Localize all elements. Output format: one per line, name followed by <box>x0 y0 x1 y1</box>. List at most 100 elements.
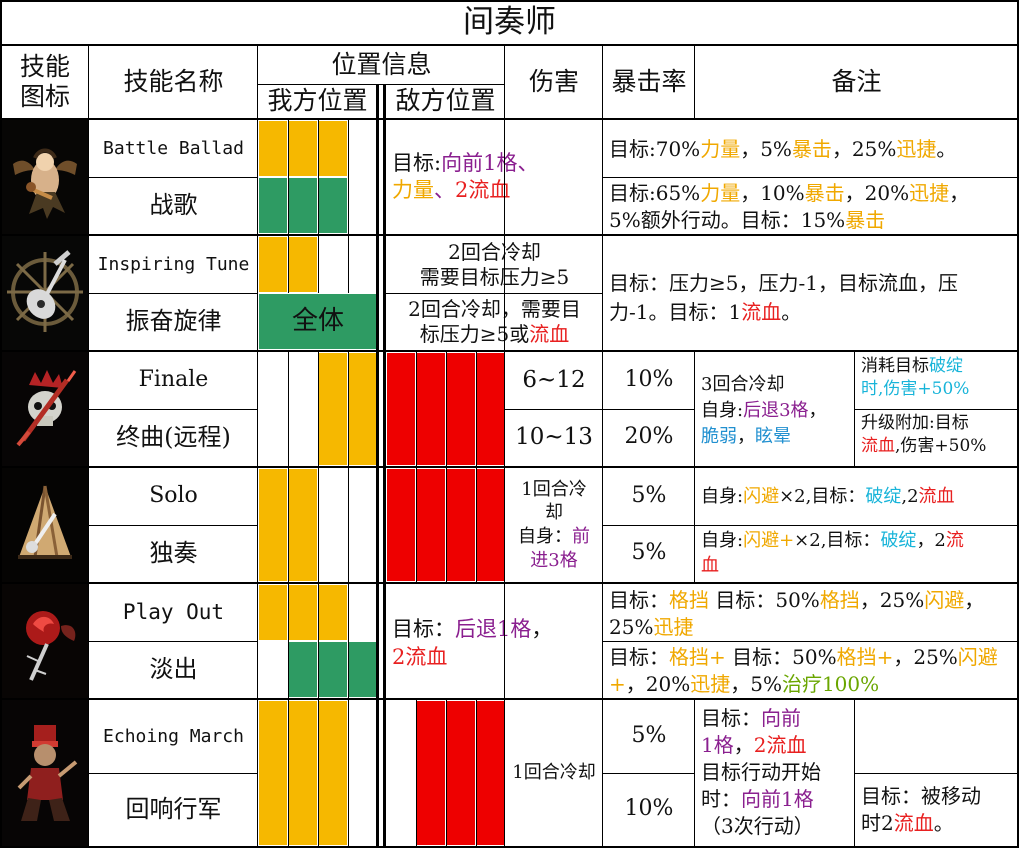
target-line: 力量、2流血 <box>392 177 510 204</box>
table-border <box>0 0 2 848</box>
enemy-slot <box>477 353 504 465</box>
text: 25% <box>609 615 654 639</box>
echoing-note-main: 目标：向前 1格，2流血 目标行动开始 时：向前1格 （3次行动） <box>695 700 855 846</box>
table-border <box>476 468 477 582</box>
text: ，25% <box>859 588 925 612</box>
text: 格挡+ <box>669 645 726 669</box>
text: 暴击 <box>791 136 832 161</box>
ally-slot <box>289 642 317 697</box>
play-out-target: 目标：后退1格， 2流血 <box>386 584 603 698</box>
text: 1回合冷 <box>521 478 587 500</box>
solo-crit: 5% <box>631 540 667 566</box>
finale-damage: 6~12 <box>522 366 586 393</box>
text: 进3格 <box>530 549 578 571</box>
enemy-slot <box>477 701 504 845</box>
table-border <box>602 120 603 234</box>
table-border <box>476 352 477 466</box>
text: 消耗目标 <box>861 356 929 376</box>
text: ,2 <box>901 485 919 507</box>
text: ， <box>737 426 755 448</box>
text: ， <box>949 181 970 205</box>
table-border <box>348 120 349 234</box>
text: 迅捷 <box>896 136 937 161</box>
table-border <box>446 468 447 582</box>
table-border <box>348 468 349 582</box>
battle-ballad-target: 目标:向前1格、 力量、2流血 <box>386 120 603 234</box>
text: 2流血 <box>753 733 807 757</box>
header-crit: 暴击率 <box>611 67 687 96</box>
inspiring-cooldown-1: 2回合冷却 需要目标压力≥5 <box>386 236 603 293</box>
table-border <box>88 46 89 848</box>
solo-note2: 自身:闪避+×2,目标：破绽，2流血 <box>695 525 1018 582</box>
ally-slot <box>259 178 287 233</box>
skill-name-cn: 独奏 <box>149 539 198 568</box>
table-border <box>318 236 319 293</box>
text: ，10% <box>740 181 805 205</box>
table-border <box>416 468 417 582</box>
skill-name-cn: 淡出 <box>149 655 198 684</box>
text: 破绽 <box>929 356 963 376</box>
table-border <box>854 700 855 846</box>
text: （3次行动） <box>701 814 814 838</box>
text: ，5% <box>740 136 792 161</box>
text: 流血 <box>893 811 934 835</box>
text: 迅捷 <box>909 181 950 205</box>
ally-slot <box>289 121 317 176</box>
solo-cooldown: 1回合冷 却 自身：前 进3格 <box>505 468 603 582</box>
text: ， <box>733 733 754 757</box>
header-skill-name: 技能名称 <box>123 67 224 96</box>
ally-slot <box>319 642 347 697</box>
text: 格挡 <box>669 588 709 612</box>
table-border <box>288 236 289 293</box>
echoing-crit: 10% <box>624 796 674 822</box>
ally-slot <box>319 121 347 176</box>
solo-crit: 5% <box>631 483 667 509</box>
table-border <box>376 84 379 848</box>
enemy-slot <box>447 353 475 465</box>
text: 目标：50% <box>709 588 820 612</box>
text: 目标:65% <box>609 181 701 205</box>
tent-icon <box>1 468 89 582</box>
table-border <box>348 584 349 698</box>
ally-slot <box>289 237 317 292</box>
table-border <box>0 44 1019 46</box>
skill-name-en: Echoing March <box>103 725 244 747</box>
crowned-skull-icon <box>1 352 89 466</box>
target-line: 目标:向前1格、 <box>392 150 538 177</box>
text: 向前1格、 <box>441 150 539 175</box>
text: 脆弱 <box>701 426 737 448</box>
text: 时,伤害+50% <box>861 379 970 400</box>
table-border <box>88 177 258 178</box>
battle-ballad-note2: 目标:65%力量，10%暴击，20%迅捷， 5%额外行动。目标：15%暴击 <box>603 177 1018 234</box>
play-out-note1: 目标：格挡 目标：50%格挡，25%闪避， 25%迅捷 <box>603 584 1018 641</box>
inspiring-note: 目标：压力≥5，压力-1，目标流血，压 力-1。目标：1流血。 <box>603 236 1018 350</box>
enemy-slot <box>447 469 475 581</box>
table-border <box>476 700 477 846</box>
ally-slot <box>259 237 287 292</box>
text: 目标：压力≥5，压力-1，目标流血，压 <box>609 271 958 295</box>
text: 却 <box>545 502 563 524</box>
table-border <box>603 641 1018 642</box>
text: 时： <box>701 787 741 811</box>
text: 向前1格 <box>741 787 814 811</box>
text: 标压力≥5或 <box>419 321 530 346</box>
table-border <box>288 468 289 582</box>
ally-slot <box>259 121 287 176</box>
skill-name-cn: 终曲(远程) <box>116 423 231 452</box>
table-border <box>602 700 603 846</box>
text: ，20% <box>844 181 910 205</box>
text: 破绽 <box>865 485 902 507</box>
table-border <box>505 409 695 410</box>
table-border <box>88 773 258 774</box>
text: 2流血 <box>392 645 448 670</box>
table-border <box>318 352 319 466</box>
skill-name-cn: 振奋旋律 <box>125 307 222 336</box>
table-border <box>416 352 417 466</box>
text: ，20% <box>625 672 691 696</box>
table-border <box>88 409 258 410</box>
table-border <box>602 468 603 582</box>
text: 目标： <box>609 645 669 669</box>
ally-slot <box>289 701 317 845</box>
text: 格挡+ <box>836 645 894 669</box>
